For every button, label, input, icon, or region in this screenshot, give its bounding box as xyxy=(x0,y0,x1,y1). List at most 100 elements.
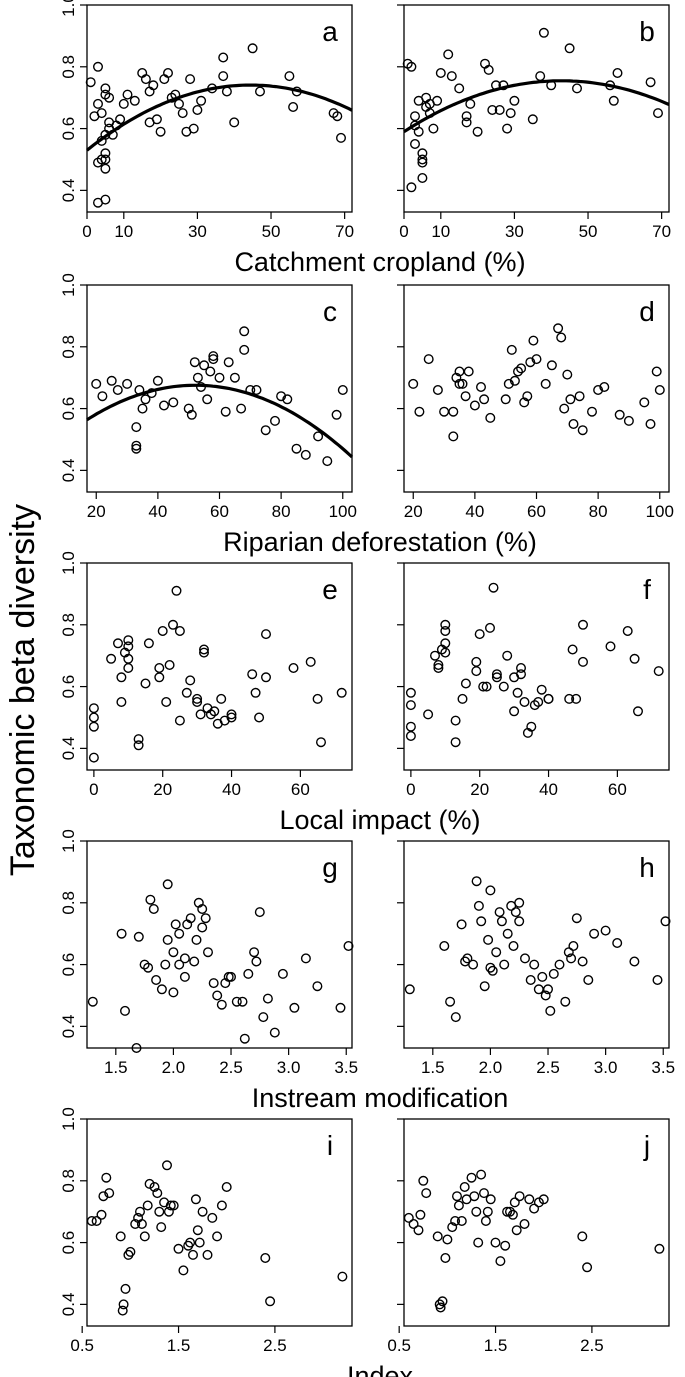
panel-j-point xyxy=(495,1256,506,1267)
panel-g-point xyxy=(116,928,127,939)
panel-a-point xyxy=(177,108,188,119)
panel-g-point xyxy=(162,879,173,890)
panel-i-point xyxy=(216,1200,227,1211)
panel-b-point xyxy=(502,123,513,134)
panel-a-point xyxy=(192,104,203,115)
panel-i-point xyxy=(134,1206,145,1217)
panel-d-point xyxy=(519,397,530,408)
panel-j-point xyxy=(524,1194,535,1205)
panel-a-point xyxy=(254,86,265,97)
panel-g-point xyxy=(87,996,98,1007)
panel-j-xtick-label: 1.5 xyxy=(484,1336,508,1355)
panel-e-ytick-label: 0.4 xyxy=(59,737,78,761)
panel-f-point xyxy=(536,684,547,695)
panel-i-ytick-label: 0.8 xyxy=(59,1169,78,1193)
panel-f-point xyxy=(491,672,502,683)
panel-a-point xyxy=(129,95,140,106)
panel-b-xtick-label: 10 xyxy=(431,222,450,241)
panel-c-point xyxy=(208,351,219,362)
panel-g-point xyxy=(312,981,323,992)
panel-h-point xyxy=(487,965,498,976)
panel-e-frame xyxy=(86,562,353,771)
panel-j-point xyxy=(473,1237,484,1248)
panel-b-point xyxy=(498,80,509,91)
panel-a-point xyxy=(288,101,299,112)
panel-j-point xyxy=(453,1200,464,1211)
panel-c: 20 40 60 80 100 0.4 0.6 0.8 1.0 c Riparian defores… xyxy=(59,273,537,557)
panel-c-xtick-label: 100 xyxy=(329,502,357,521)
panel-j-point xyxy=(577,1231,588,1242)
panel-i-point xyxy=(168,1200,179,1211)
panel-e-point xyxy=(305,656,316,667)
panel-d-xtick-label: 40 xyxy=(465,502,484,521)
panel-a-ytick-label: 0.4 xyxy=(59,179,78,203)
panel-h-point xyxy=(502,928,513,939)
panel-b-point xyxy=(446,71,457,82)
panel-f-point xyxy=(471,666,482,677)
panel-b: 0 10 30 50 70 b xyxy=(397,4,671,241)
panel-g-letter: g xyxy=(322,852,338,883)
panel-i-point xyxy=(98,1191,109,1202)
panel-h-point xyxy=(533,984,544,995)
panel-g-point xyxy=(133,931,144,942)
panel-j-point xyxy=(403,1212,414,1223)
panel-g-point xyxy=(160,959,171,970)
panel-g-point xyxy=(168,947,179,958)
panel-d-point xyxy=(522,391,533,402)
panel-j-xtick-label: 0.5 xyxy=(387,1336,411,1355)
panel-h-point xyxy=(471,876,482,887)
panel-g-ytick-label: 1.0 xyxy=(59,829,78,853)
panel-d-point xyxy=(562,369,573,380)
panel-f-point xyxy=(433,663,444,674)
panel-g-point xyxy=(179,971,190,982)
panel-h-point xyxy=(473,900,484,911)
panel-c-point xyxy=(112,385,123,396)
panel-a-letter: a xyxy=(322,16,338,47)
panel-e-point xyxy=(154,663,165,674)
x-axis-label-e: Local impact (%) xyxy=(279,805,480,835)
panel-d-point xyxy=(414,406,425,417)
panel-h-point xyxy=(445,996,456,1007)
panel-b-point xyxy=(487,104,498,115)
panel-e-point xyxy=(174,626,185,637)
panel-g-frame xyxy=(86,840,353,1049)
panel-e-point xyxy=(198,644,209,655)
panel-g-point xyxy=(269,1027,280,1038)
panel-b-letter: b xyxy=(639,16,655,47)
panel-g-xtick-label: 3.0 xyxy=(277,1058,301,1077)
panel-g-point xyxy=(212,990,223,1001)
panel-i-point xyxy=(96,1209,107,1220)
panel-i-point xyxy=(104,1188,115,1199)
panel-h-point xyxy=(545,1005,556,1016)
panel-b-point xyxy=(494,104,505,115)
panel-c-point xyxy=(205,366,216,377)
panel-h-point xyxy=(479,981,490,992)
panel-c-point xyxy=(168,397,179,408)
panel-b-point xyxy=(472,126,483,137)
panel-d-point xyxy=(423,354,434,365)
panel-b-point xyxy=(546,80,557,91)
panel-f-point xyxy=(440,647,451,658)
panel-b-point xyxy=(505,108,516,119)
panel-h-point xyxy=(568,941,579,952)
panel-c-point xyxy=(208,354,219,365)
panel-a-point xyxy=(221,86,232,97)
panel-e-point xyxy=(198,647,209,658)
panel-c-ytick-label: 1.0 xyxy=(59,273,78,297)
panel-f-point xyxy=(578,656,589,667)
panel-f-point xyxy=(633,706,644,717)
panel-h-xtick-label: 2.0 xyxy=(479,1058,503,1077)
panel-g-point xyxy=(197,904,208,915)
panel-b-point xyxy=(564,43,575,54)
panel-d-point xyxy=(506,344,517,355)
panel-d-point xyxy=(525,357,536,368)
panel-h-point xyxy=(456,919,467,930)
panel-j-point xyxy=(415,1209,426,1220)
panel-j-point xyxy=(490,1237,501,1248)
panel-j-point xyxy=(482,1206,493,1217)
panel-e-point xyxy=(288,663,299,674)
panel-c-point xyxy=(291,443,302,454)
panel-i-letter: i xyxy=(327,1130,333,1161)
panel-j-point xyxy=(466,1172,477,1183)
panel-e-xtick-label: 60 xyxy=(291,780,310,799)
